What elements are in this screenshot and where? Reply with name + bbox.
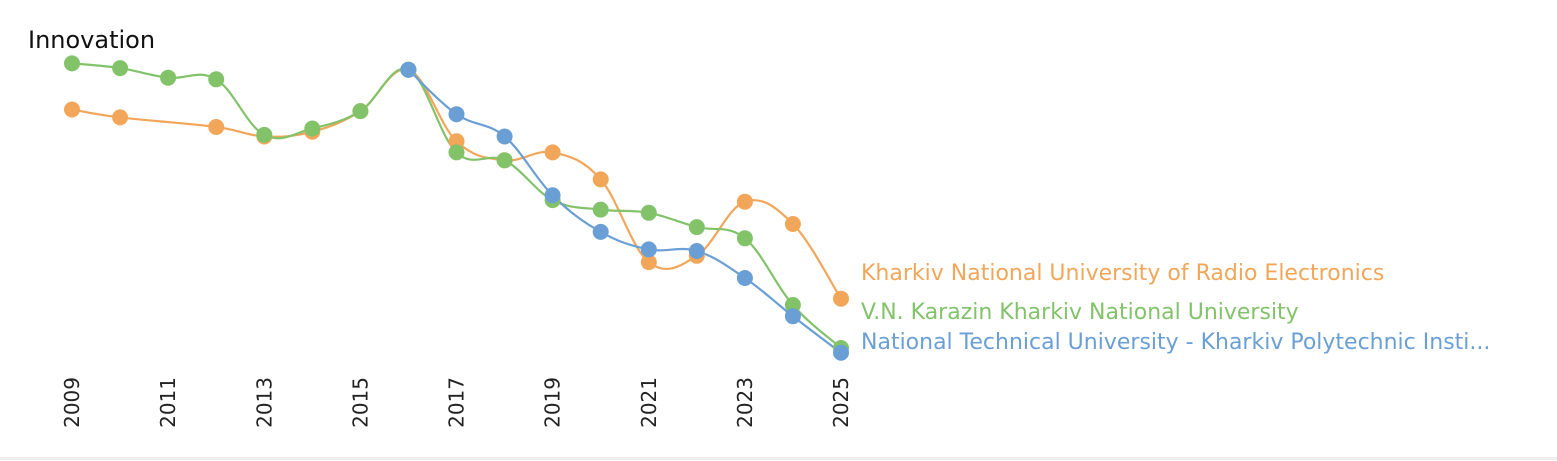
- data-point[interactable]: [208, 71, 225, 88]
- series-labels: Kharkiv National University of Radio Ele…: [861, 261, 1490, 355]
- series-line-2: [407, 68, 842, 354]
- data-point[interactable]: [640, 204, 657, 221]
- data-point[interactable]: [112, 109, 129, 126]
- series-label: Kharkiv National University of Radio Ele…: [861, 261, 1384, 286]
- series-label: National Technical University - Kharkiv …: [861, 330, 1490, 355]
- data-point[interactable]: [736, 193, 753, 210]
- data-point[interactable]: [496, 128, 513, 145]
- bottom-divider: [0, 457, 1557, 460]
- data-point[interactable]: [688, 243, 705, 259]
- x-tick-label: 2013: [252, 377, 276, 428]
- data-point[interactable]: [640, 254, 657, 271]
- chart-title: Innovation: [28, 26, 156, 54]
- data-point[interactable]: [400, 61, 417, 78]
- data-point[interactable]: [496, 152, 513, 169]
- x-tick-label: 2015: [348, 377, 372, 428]
- data-point[interactable]: [64, 55, 80, 72]
- data-point[interactable]: [784, 216, 801, 232]
- x-tick-label: 2017: [445, 377, 469, 428]
- data-point[interactable]: [112, 60, 129, 77]
- data-point[interactable]: [448, 133, 465, 150]
- data-point[interactable]: [256, 126, 273, 143]
- series-points: [64, 55, 849, 361]
- data-point[interactable]: [736, 270, 753, 286]
- data-point[interactable]: [784, 297, 801, 313]
- data-point[interactable]: [592, 171, 609, 188]
- data-point[interactable]: [833, 290, 849, 307]
- data-point[interactable]: [352, 103, 369, 120]
- data-point[interactable]: [544, 144, 561, 161]
- data-point[interactable]: [592, 223, 609, 240]
- x-tick-label: 2009: [60, 377, 84, 428]
- data-point[interactable]: [544, 187, 561, 204]
- data-point[interactable]: [592, 201, 609, 218]
- series-label: V.N. Karazin Kharkiv National University: [861, 300, 1299, 325]
- x-tick-label: 2011: [156, 377, 180, 428]
- data-point[interactable]: [448, 144, 465, 161]
- data-point[interactable]: [833, 344, 849, 361]
- data-point[interactable]: [736, 230, 753, 247]
- x-tick-label: 2023: [733, 377, 757, 428]
- x-tick-label: 2019: [541, 377, 565, 428]
- series-line-1: [71, 62, 842, 349]
- data-point[interactable]: [208, 119, 225, 135]
- x-tick-label: 2021: [637, 377, 661, 428]
- data-point[interactable]: [64, 101, 80, 118]
- data-point[interactable]: [448, 106, 465, 123]
- data-point[interactable]: [160, 69, 177, 86]
- data-point[interactable]: [640, 241, 657, 258]
- x-axis-ticks: 2009 2011 2013 2015 2017 2019 2021 2023 2025: [60, 377, 853, 428]
- x-tick-label: 2025: [829, 377, 853, 428]
- data-point[interactable]: [304, 120, 321, 137]
- data-point[interactable]: [784, 308, 801, 325]
- series-line-0: [71, 68, 842, 300]
- data-point[interactable]: [688, 219, 705, 236]
